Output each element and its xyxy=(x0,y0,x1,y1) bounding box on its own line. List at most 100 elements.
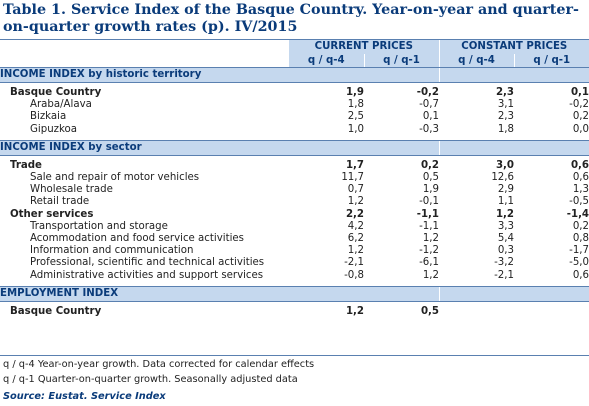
value-cell: 1,3 xyxy=(572,184,589,196)
table-row: Sale and repair of motor vehicles 11,7 0,5… xyxy=(0,172,589,184)
section-header-cell xyxy=(514,67,589,83)
value-cell: 0,2 xyxy=(572,111,589,123)
value-cell: -0,8 xyxy=(344,269,364,281)
table-row: Acommodation and food service activities… xyxy=(0,233,589,245)
value-cell: 1,9 xyxy=(345,87,364,99)
row-label: Araba/Álava xyxy=(30,99,92,111)
section-header-row: INCOME INDEX by historic territory xyxy=(0,67,589,83)
table-row: Gipuzkoa 1,0 -0,3 1,8 0,0 xyxy=(0,124,589,136)
section-header-cell xyxy=(289,285,364,302)
value-cell: 1,2 xyxy=(422,269,440,281)
col-header: q / q-1 xyxy=(363,54,440,68)
header-cols-row: q / q-4 q / q-1 q / q-4 q / q-1 xyxy=(0,54,589,68)
value-cell: -0,7 xyxy=(419,99,440,111)
value-cell: -2,1 xyxy=(494,269,515,281)
row-label: Trade xyxy=(10,159,42,171)
value-cell: 0,2 xyxy=(420,159,440,171)
section-header-row: EMPLOYMENT INDEX xyxy=(0,285,589,302)
value-cell: -1,2 xyxy=(419,245,440,257)
section-header-cell xyxy=(438,139,515,156)
section-header-cell xyxy=(438,67,515,83)
value-cell: 1,2 xyxy=(422,232,440,244)
section-title: INCOME INDEX by sector xyxy=(0,139,289,156)
value-cell: 1,8 xyxy=(347,99,364,111)
current-prices-header: CURRENT PRICES xyxy=(289,39,440,54)
value-cell: 2,3 xyxy=(497,111,515,123)
value-cell: 3,0 xyxy=(495,159,515,171)
section-header-cell xyxy=(438,285,515,302)
value-cell: -0,1 xyxy=(419,196,440,208)
value-cell: 0,5 xyxy=(422,172,440,184)
row-label: Basque Country xyxy=(10,87,102,99)
value-cell: 11,7 xyxy=(341,172,364,184)
value-cell: 2,5 xyxy=(347,111,364,123)
section-header-row: INCOME INDEX by sector xyxy=(0,139,589,156)
value-cell: -0,2 xyxy=(416,87,440,99)
value-cell: -6,1 xyxy=(419,257,440,269)
col-header: q / q-4 xyxy=(438,54,515,68)
table-row: Professional, scientific and technical a… xyxy=(0,257,589,269)
value-cell: 2,2 xyxy=(345,208,364,220)
value-cell: 1,1 xyxy=(497,196,515,208)
value-cell: -5,0 xyxy=(569,257,589,269)
section-title: INCOME INDEX by historic territory xyxy=(0,67,289,83)
section-header-cell xyxy=(364,67,440,83)
section-header-cell xyxy=(514,139,589,156)
constant-prices-header: CONSTANT PRICES xyxy=(438,39,589,54)
row-label: Administrative activities and support se… xyxy=(30,269,264,281)
value-cell: 1,7 xyxy=(345,159,364,171)
value-cell: 12,6 xyxy=(491,172,515,184)
section-title: EMPLOYMENT INDEX xyxy=(0,285,289,302)
value-cell: 0,6 xyxy=(572,172,589,184)
row-label: Basque Country xyxy=(10,305,102,317)
table-row: Trade 1,7 0,2 3,0 0,6 xyxy=(0,160,589,172)
table-row: Basque Country 1,9 -0,2 2,3 0,1 xyxy=(0,87,589,99)
note-qoq: q / q-1 Quarter-on-quarter growth. Seaso… xyxy=(3,374,298,385)
value-cell: -1,1 xyxy=(419,220,440,232)
table-row: Bizkaia 2,5 0,1 2,3 0,2 xyxy=(0,111,589,123)
service-index-table: CURRENT PRICES CONSTANT PRICES q / q-4 q… xyxy=(0,39,589,318)
value-cell: 0,8 xyxy=(572,232,589,244)
note-yoy: q / q-4 Year-on-year growth. Data correc… xyxy=(3,359,315,370)
source-line: Source: Eustat. Service Index xyxy=(3,391,166,402)
table-row: Basque Country 1,2 0,5 xyxy=(0,306,589,318)
value-cell: -1,4 xyxy=(566,208,589,220)
col-header: q / q-4 xyxy=(289,54,364,68)
table-row: Wholesale trade 0,7 1,9 2,9 1,3 xyxy=(0,184,589,196)
row-label: Other services xyxy=(10,208,94,220)
row-label: Bizkaia xyxy=(30,111,67,123)
value-cell: 1,9 xyxy=(422,184,440,196)
value-cell: -1,7 xyxy=(569,245,589,257)
value-cell xyxy=(439,306,514,318)
col-header: q / q-1 xyxy=(513,54,589,68)
table-title: Table 1. Service Index of the Basque Cou… xyxy=(3,2,579,35)
value-cell: 4,2 xyxy=(347,220,364,232)
row-label: Information and communication xyxy=(30,245,194,257)
value-cell xyxy=(514,306,589,318)
table-body: INCOME INDEX by historic territory Basque… xyxy=(0,67,589,318)
value-cell: 2,9 xyxy=(497,184,515,196)
row-label: Wholesale trade xyxy=(30,184,113,196)
section-header-cell xyxy=(514,285,589,302)
row-label: Acommodation and food service activities xyxy=(30,232,244,244)
row-label: Professional, scientific and technical a… xyxy=(30,257,265,269)
row-label: Sale and repair of motor vehicles xyxy=(30,172,200,184)
value-cell: -3,2 xyxy=(494,257,515,269)
table-row: Araba/Álava 1,8 -0,7 3,1 -0,2 xyxy=(0,99,589,111)
value-cell: 0,1 xyxy=(422,111,440,123)
section-header-cell xyxy=(364,139,440,156)
value-cell: 0,7 xyxy=(347,184,364,196)
value-cell: 0,0 xyxy=(572,123,589,135)
header-group-row: CURRENT PRICES CONSTANT PRICES xyxy=(0,39,589,54)
value-cell: -0,3 xyxy=(419,123,440,135)
section-header-cell xyxy=(289,67,364,83)
value-cell: -0,5 xyxy=(569,196,589,208)
value-cell: 1,2 xyxy=(347,196,364,208)
value-cell: 1,2 xyxy=(495,208,515,220)
table-row: Information and communication 1,2 -1,2 0,3 -… xyxy=(0,245,589,257)
row-label: Gipuzkoa xyxy=(30,123,78,135)
value-cell: -2,1 xyxy=(344,257,364,269)
value-cell: -0,2 xyxy=(569,99,589,111)
value-cell: 0,3 xyxy=(497,245,515,257)
section-header-cell xyxy=(289,139,364,156)
